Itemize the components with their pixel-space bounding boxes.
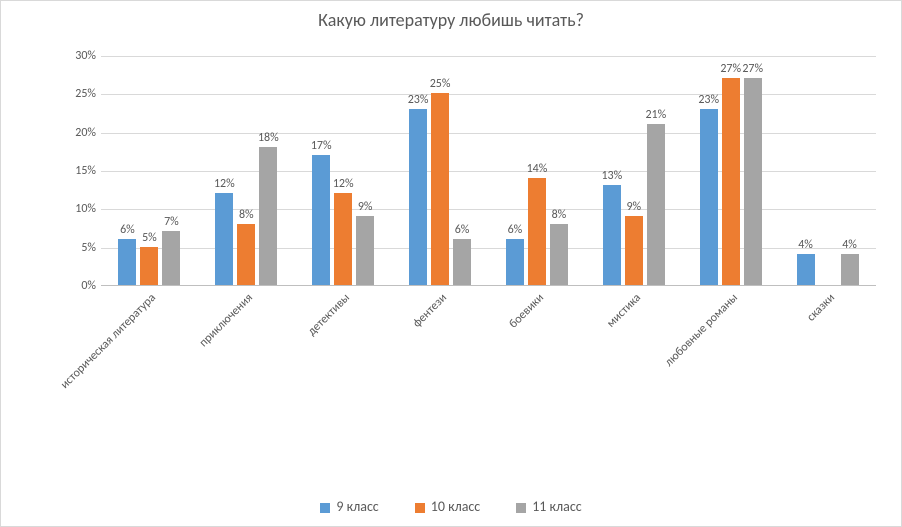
data-label: 14% xyxy=(527,162,548,176)
bar xyxy=(431,93,449,285)
legend-item: 11 класс xyxy=(516,498,581,515)
legend-label: 10 класс xyxy=(431,498,480,515)
y-tick-label: 10% xyxy=(56,202,96,216)
y-tick-label: 0% xyxy=(56,279,96,293)
y-tick-label: 30% xyxy=(56,49,96,63)
y-tick-label: 15% xyxy=(56,164,96,178)
data-label: 8% xyxy=(239,208,254,222)
data-label: 23% xyxy=(408,93,429,107)
data-label: 4% xyxy=(798,238,813,252)
bar xyxy=(118,239,136,285)
plot-wrapper: 6%5%7%12%8%18%17%12%9%23%25%6%6%14%8%13%… xyxy=(56,56,876,316)
y-tick-label: 25% xyxy=(56,87,96,101)
plot-area: 6%5%7%12%8%18%17%12%9%23%25%6%6%14%8%13%… xyxy=(101,56,876,286)
bar xyxy=(215,193,233,285)
data-label: 9% xyxy=(358,200,373,214)
bar xyxy=(140,247,158,285)
chart-container: Какую литературу любишь читать? 6% 5% 7% 12… xyxy=(0,0,902,527)
bar xyxy=(841,254,859,285)
data-label: 9% xyxy=(626,200,641,214)
bar xyxy=(625,216,643,285)
bar xyxy=(506,239,524,285)
data-label: 7% xyxy=(164,215,179,229)
data-label: 25% xyxy=(430,77,451,91)
bar xyxy=(453,239,471,285)
grid-line xyxy=(101,56,876,57)
data-label: 6% xyxy=(508,223,523,237)
data-label: 6% xyxy=(120,223,135,237)
legend: 9 класс 10 класс 11 класс xyxy=(1,497,901,516)
data-label: 4% xyxy=(842,238,857,252)
bar xyxy=(647,124,665,285)
bar xyxy=(334,193,352,285)
data-label: 27% xyxy=(720,62,741,76)
bar xyxy=(797,254,815,285)
bar xyxy=(528,178,546,285)
chart-title: Какую литературу любишь читать? xyxy=(1,1,901,35)
data-label: 8% xyxy=(552,208,567,222)
bar xyxy=(356,216,374,285)
legend-item: 9 класс xyxy=(320,498,378,515)
data-label: 21% xyxy=(645,108,666,122)
data-label: 23% xyxy=(698,93,719,107)
data-label: 17% xyxy=(311,139,332,153)
y-tick-label: 20% xyxy=(56,126,96,140)
bar xyxy=(409,109,427,285)
data-label: 18% xyxy=(258,131,279,145)
legend-label: 11 класс xyxy=(532,498,581,515)
data-label: 6% xyxy=(455,223,470,237)
bar xyxy=(744,78,762,285)
legend-item: 10 класс xyxy=(415,498,480,515)
legend-swatch xyxy=(320,503,330,513)
data-label: 12% xyxy=(214,177,235,191)
bar xyxy=(162,231,180,285)
bar xyxy=(312,155,330,285)
y-tick-label: 5% xyxy=(56,241,96,255)
data-label: 13% xyxy=(601,169,622,183)
bar xyxy=(722,78,740,285)
data-label: 27% xyxy=(742,62,763,76)
bar xyxy=(259,147,277,285)
bar xyxy=(237,224,255,285)
bar xyxy=(550,224,568,285)
x-tick-label: сказки xyxy=(714,291,837,414)
bar xyxy=(700,109,718,285)
data-label: 12% xyxy=(333,177,354,191)
legend-swatch xyxy=(516,503,526,513)
data-label: 5% xyxy=(142,231,157,245)
x-axis-labels: историческая литератураприключениядетект… xyxy=(101,291,876,461)
legend-swatch xyxy=(415,503,425,513)
legend-label: 9 класс xyxy=(336,498,378,515)
bar xyxy=(603,185,621,285)
